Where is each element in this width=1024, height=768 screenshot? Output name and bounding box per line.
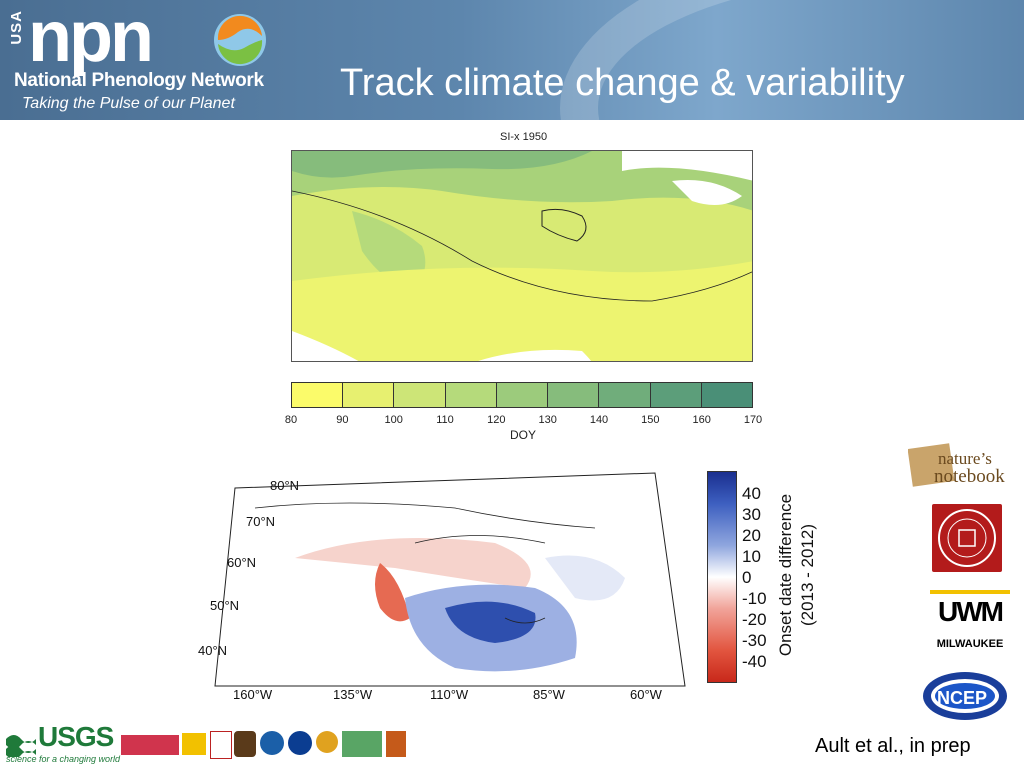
colorbar-segment: [496, 383, 549, 407]
onset-colorbar: [707, 471, 737, 683]
svg-text:notebook: notebook: [934, 466, 1005, 487]
partner-logo: [210, 731, 232, 759]
colorbar-tick-label: 90: [336, 414, 349, 426]
lon-label: 85°W: [533, 687, 565, 702]
colorbar-tick-label: 80: [284, 414, 298, 426]
partner-logo: [316, 731, 338, 753]
cornell-seal-logo: [932, 504, 1002, 572]
uwm-logo: UWM MILWAUKEE: [930, 590, 1010, 652]
lat-label: 70°N: [246, 514, 276, 529]
usgs-wave-icon: [6, 735, 36, 757]
colorbar-segment: [548, 383, 600, 407]
partner-logos-strip: USGS science for a changing world: [6, 721, 426, 767]
tagline: Taking the Pulse of our Planet: [22, 95, 235, 112]
lon-label: 135°W: [333, 687, 373, 702]
colorbar-tick-label: 100: [384, 414, 403, 426]
uwm-small-logo: [182, 733, 206, 755]
colorbar-tick-label: 170: [743, 414, 763, 426]
ncep-logo: [923, 672, 1007, 720]
colorbar-tick-label: 20: [742, 526, 761, 545]
lon-label: 110°W: [430, 687, 469, 702]
colorbar-segment: [445, 383, 497, 407]
lat-label: 40°N: [198, 643, 228, 658]
ncep-text: NCEP: [937, 688, 988, 708]
colorbar-label-line2: (2013 - 2012): [798, 523, 817, 627]
nasa-logo: [288, 731, 312, 755]
colorbar-tick-label: 150: [641, 414, 660, 426]
colorbar-segment: [650, 383, 702, 407]
colorbar-segment: [343, 383, 395, 407]
arizona-logo: [121, 735, 179, 755]
colorbar-tick-label: 30: [742, 505, 761, 524]
colorbar-segment: [701, 383, 752, 407]
colorbar-tick-label: 130: [538, 414, 557, 426]
doy-colorbar: [291, 382, 753, 408]
nps-logo: [234, 731, 256, 757]
colorbar-tick-label: 0: [742, 568, 752, 587]
usgs-tagline: science for a changing world: [6, 754, 121, 764]
si-x-map: [291, 150, 753, 362]
oak-ridge-logo: [342, 731, 382, 757]
svg-text:nature’s: nature’s: [938, 449, 992, 468]
uwm-sub: MILWAUKEE: [936, 638, 1004, 650]
colorbar-segment: [599, 383, 651, 407]
npn-swirl-icon: [214, 14, 266, 66]
usa-label: USA: [8, 10, 25, 45]
colorbar-tick-label: 120: [487, 414, 506, 426]
lon-label: 60°W: [630, 687, 662, 702]
lat-label: 60°N: [227, 555, 257, 570]
slide-title: Track climate change & variability: [340, 62, 905, 104]
org-name: National Phenology Network: [14, 70, 264, 91]
uwm-mark: UWM: [930, 590, 1010, 628]
colorbar-tick-label: 110: [436, 414, 454, 426]
colorbar-tick-label: -20: [742, 610, 767, 629]
colorbar-tick-label: -10: [742, 589, 767, 608]
natures-notebook-logo: nature’s notebook: [908, 443, 1005, 487]
header-banner: USA npn National Phenology Network Takin…: [0, 0, 1024, 120]
usgs-text: USGS: [38, 721, 114, 752]
colorbar-tick-label: 160: [692, 414, 711, 426]
colorbar-tick-label: 140: [589, 414, 609, 426]
fws-logo: [386, 731, 406, 757]
onset-difference-map: [214, 472, 686, 687]
npn-logo-text: npn: [28, 0, 154, 77]
colorbar-segment: [292, 383, 344, 407]
colorbar-segment: [394, 383, 446, 407]
lat-label: 50°N: [210, 598, 240, 613]
colorbar-label: DOY: [510, 428, 537, 442]
colorbar-label-line1: Onset date difference: [776, 493, 795, 657]
colorbar-tick-label: -40: [742, 652, 767, 671]
colorbar-tick-label: 10: [742, 547, 761, 566]
citation: Ault et al., in prep: [815, 735, 971, 757]
lon-label: 160°W: [233, 687, 273, 702]
colorbar-tick-label: 40: [742, 484, 761, 503]
map-title: SI-x 1950: [500, 131, 548, 143]
noaa-logo: [260, 731, 284, 755]
colorbar-tick-label: -30: [742, 631, 767, 650]
colorbar-label: Onset date difference (2013 - 2012): [775, 475, 819, 675]
lat-label: 80°N: [270, 478, 300, 493]
